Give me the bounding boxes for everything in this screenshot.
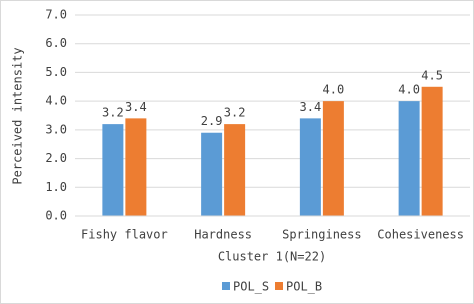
x-tick-label: Fishy flavor [81, 228, 168, 242]
y-tick-label: 3.0 [45, 122, 67, 136]
value-label: 4.0 [398, 83, 420, 97]
value-label: 4.5 [421, 68, 443, 82]
bar [102, 124, 124, 216]
bar [201, 132, 223, 216]
y-tick-label: 1.0 [45, 180, 67, 194]
y-tick-label: 6.0 [45, 36, 67, 50]
bar [398, 101, 420, 216]
value-label: 2.9 [201, 114, 223, 128]
bar [299, 118, 321, 216]
legend-label: POL_S [233, 280, 269, 294]
y-tick-label: 7.0 [45, 8, 67, 22]
x-axis-title: Cluster 1(N=22) [218, 250, 326, 264]
legend-swatch [222, 282, 230, 290]
x-tick-label: Hardness [194, 228, 252, 242]
value-label: 3.2 [224, 106, 246, 120]
bar [322, 101, 344, 216]
value-label: 4.0 [323, 83, 345, 97]
y-axis-title: Perceived intensity [11, 47, 25, 184]
value-label: 3.4 [300, 100, 322, 114]
y-tick-label: 0.0 [45, 209, 67, 223]
value-label: 3.2 [102, 106, 124, 120]
bar [125, 118, 147, 216]
x-tick-label: Springiness [282, 228, 361, 242]
y-tick-label: 2.0 [45, 151, 67, 165]
y-tick-label: 4.0 [45, 94, 67, 108]
legend-label: POL_B [286, 280, 322, 294]
value-label: 3.4 [125, 100, 147, 114]
bar [421, 86, 443, 217]
bar [224, 124, 246, 216]
x-tick-label: Cohesiveness [377, 228, 464, 242]
y-tick-label: 5.0 [45, 65, 67, 79]
legend-swatch [275, 282, 283, 290]
